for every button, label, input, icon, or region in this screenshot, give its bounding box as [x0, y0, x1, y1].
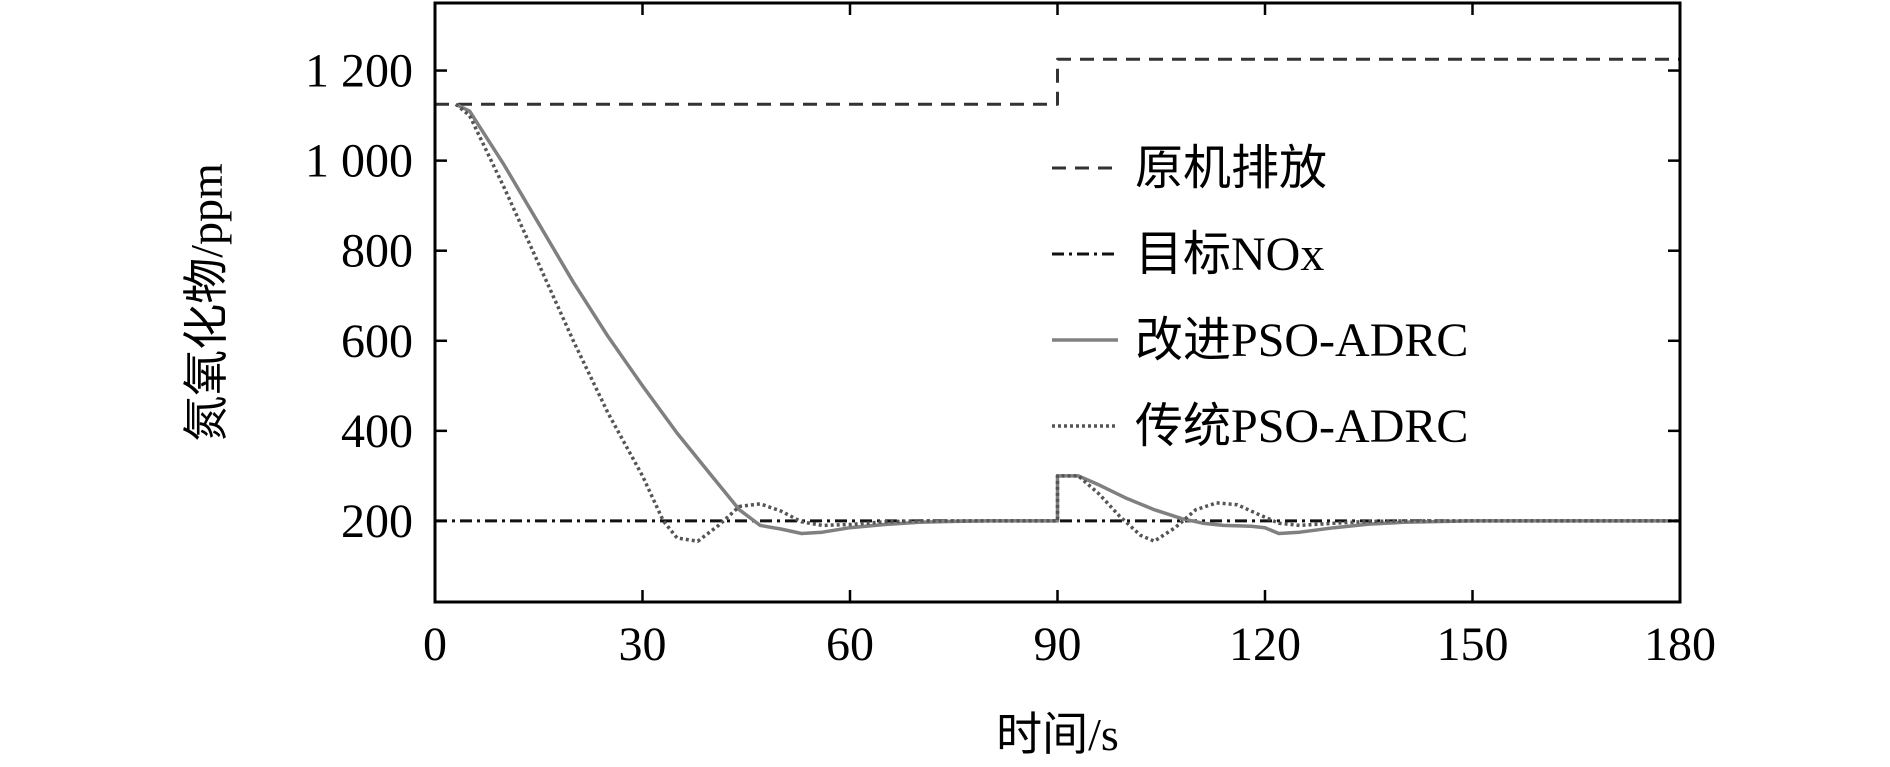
legend-label-0: 原机排放	[1135, 142, 1327, 195]
legend-label-3: 传统PSO-ADRC	[1135, 400, 1468, 453]
legend-label-2: 改进PSO-ADRC	[1135, 314, 1468, 367]
x-tick-label: 30	[619, 618, 667, 671]
series-line-0	[435, 57, 1680, 106]
x-tick-label: 150	[1437, 618, 1509, 671]
y-tick-label: 600	[341, 315, 413, 368]
y-tick-label: 200	[341, 495, 413, 548]
y-tick-label: 400	[341, 405, 413, 458]
ticks-layer: 0 30 60 90 120 150 180 200 400 600 800 1 000 1 200	[305, 3, 1716, 671]
x-tick-label: 60	[826, 618, 874, 671]
x-tick-label: 120	[1229, 618, 1301, 671]
y-tick-label: 1 000	[305, 135, 413, 188]
x-tick-label: 90	[1034, 618, 1082, 671]
series-layer	[435, 57, 1680, 543]
x-axis-label: 时间/s	[996, 709, 1119, 760]
series-line-3	[454, 102, 1680, 543]
y-tick-label: 1 200	[305, 45, 413, 98]
y-axis-label: 氮氧化物/ppm	[181, 163, 232, 442]
x-tick-label: 0	[423, 618, 447, 671]
x-tick-label: 180	[1644, 618, 1716, 671]
y-tick-label: 800	[341, 225, 413, 278]
legend-label-1: 目标NOx	[1135, 228, 1324, 281]
